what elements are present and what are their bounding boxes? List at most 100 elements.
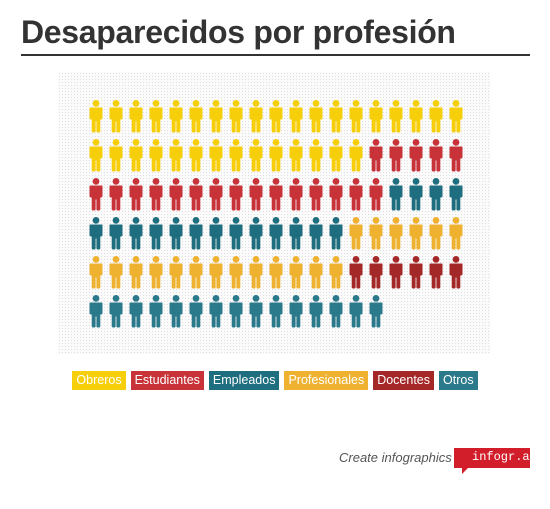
create-infographics-link[interactable]: Create infographics <box>339 450 452 465</box>
person-icon <box>309 139 323 172</box>
person-icon <box>169 178 183 211</box>
person-icon <box>209 217 223 250</box>
person-icon <box>309 295 323 328</box>
person-icon <box>369 139 383 172</box>
person-icon <box>109 217 123 250</box>
person-icon <box>249 256 263 289</box>
person-icon <box>429 139 443 172</box>
legend-item-profesionales[interactable]: Profesionales <box>284 371 369 390</box>
person-icon <box>109 100 123 133</box>
person-icon <box>149 295 163 328</box>
legend-item-docentes[interactable]: Docentes <box>373 371 435 390</box>
person-icon <box>129 217 143 250</box>
person-icon <box>89 256 103 289</box>
person-icon <box>369 100 383 133</box>
person-icon <box>149 217 163 250</box>
person-icon <box>169 256 183 289</box>
person-icon <box>309 256 323 289</box>
legend-item-empleados[interactable]: Empleados <box>208 371 280 390</box>
person-icon <box>249 217 263 250</box>
person-icon <box>409 217 423 250</box>
person-icon <box>129 295 143 328</box>
legend-item-obreros[interactable]: Obreros <box>72 371 126 390</box>
person-icon <box>369 217 383 250</box>
person-icon <box>229 217 243 250</box>
person-icon <box>269 256 283 289</box>
legend-item-otros[interactable]: Otros <box>439 371 478 390</box>
person-icon <box>149 139 163 172</box>
person-icon <box>209 178 223 211</box>
person-icon <box>429 100 443 133</box>
person-icon <box>189 100 203 133</box>
person-icon <box>89 217 103 250</box>
infogram-badge[interactable]: infogr.am <box>454 448 537 474</box>
person-icon <box>229 178 243 211</box>
person-icon <box>289 178 303 211</box>
person-icon <box>289 256 303 289</box>
person-icon <box>189 256 203 289</box>
pictogram-panel <box>58 72 491 354</box>
person-icon <box>249 139 263 172</box>
person-icon <box>129 256 143 289</box>
person-icon <box>349 217 363 250</box>
person-icon <box>409 256 423 289</box>
person-icon <box>229 100 243 133</box>
person-icon <box>329 256 343 289</box>
person-icon <box>409 139 423 172</box>
person-icon <box>449 256 463 289</box>
person-icon <box>289 217 303 250</box>
person-icon <box>209 100 223 133</box>
person-icon <box>389 217 403 250</box>
person-icon <box>229 256 243 289</box>
person-icon <box>209 256 223 289</box>
person-icon <box>309 217 323 250</box>
person-icon <box>349 295 363 328</box>
person-icon <box>369 295 383 328</box>
person-icon <box>409 178 423 211</box>
person-icon <box>289 295 303 328</box>
person-icon <box>329 217 343 250</box>
title-underline <box>21 54 530 56</box>
person-icon <box>149 256 163 289</box>
person-icon <box>449 217 463 250</box>
person-icon <box>209 295 223 328</box>
person-icon <box>269 139 283 172</box>
person-icon <box>249 100 263 133</box>
person-icon <box>249 295 263 328</box>
person-icon <box>149 178 163 211</box>
person-icon <box>329 295 343 328</box>
person-icon <box>389 178 403 211</box>
person-icon <box>329 100 343 133</box>
person-icon <box>229 139 243 172</box>
person-icon <box>149 100 163 133</box>
person-icon <box>249 178 263 211</box>
person-icon <box>109 139 123 172</box>
person-icon <box>89 178 103 211</box>
legend: Obreros Estudiantes Empleados Profesionales… <box>60 371 490 390</box>
legend-item-estudiantes[interactable]: Estudiantes <box>130 371 204 390</box>
person-icon <box>169 295 183 328</box>
pictogram-svg <box>89 100 463 328</box>
person-icon <box>189 178 203 211</box>
person-icon <box>229 295 243 328</box>
person-icon <box>389 256 403 289</box>
person-icon <box>129 178 143 211</box>
person-icon <box>269 217 283 250</box>
person-icon <box>369 256 383 289</box>
person-icon <box>389 100 403 133</box>
person-icon <box>269 100 283 133</box>
person-icon <box>449 139 463 172</box>
person-icon <box>89 295 103 328</box>
person-icon <box>169 100 183 133</box>
person-icon <box>269 295 283 328</box>
person-icon <box>169 139 183 172</box>
person-icon <box>209 139 223 172</box>
person-icon <box>129 139 143 172</box>
person-icon <box>169 217 183 250</box>
person-icon <box>329 139 343 172</box>
person-icon <box>109 256 123 289</box>
chart-title: Desaparecidos por profesión <box>21 14 456 50</box>
person-icon <box>329 178 343 211</box>
person-icon <box>309 178 323 211</box>
person-icon <box>89 100 103 133</box>
